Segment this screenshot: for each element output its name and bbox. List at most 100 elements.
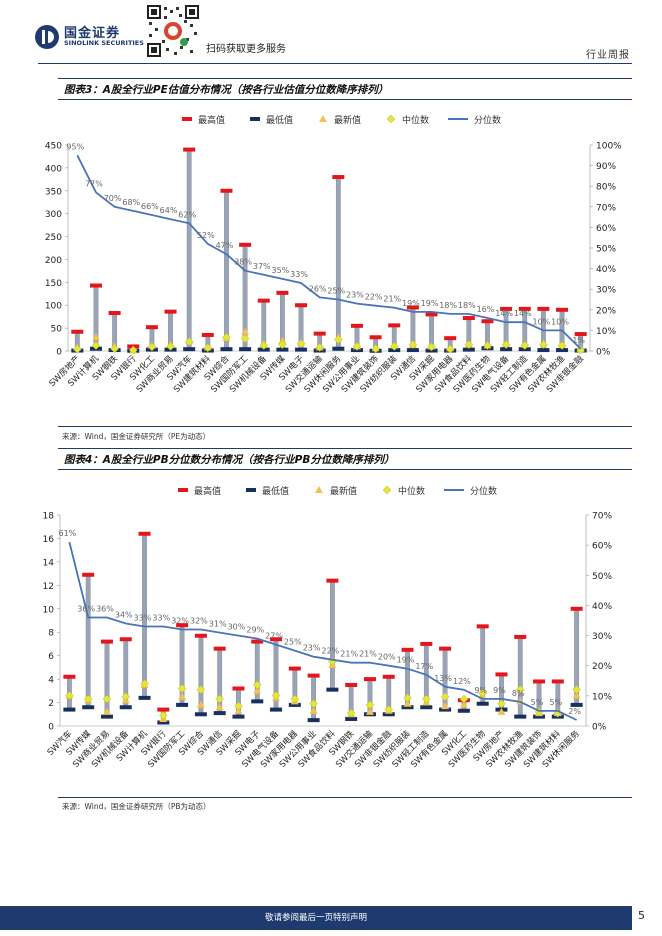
y2-tick-label: 60% [596, 224, 616, 234]
min-marker [276, 347, 289, 352]
min-marker [326, 687, 339, 692]
legend-latest-swatch [319, 115, 327, 122]
min-marker [457, 708, 470, 713]
max-marker [63, 674, 76, 679]
min-marker [239, 347, 252, 352]
min-marker [570, 702, 583, 707]
range-bar [104, 641, 110, 717]
min-marker [556, 348, 569, 353]
max-marker [251, 639, 264, 644]
max-marker [350, 323, 363, 328]
y-tick-label: 50 [51, 325, 63, 335]
legend-min-swatch [246, 488, 256, 492]
range-bar [186, 149, 192, 350]
max-marker [164, 309, 177, 314]
y2-tick-label: 70% [592, 512, 612, 522]
median-marker [346, 708, 356, 718]
min-marker [82, 705, 95, 710]
median-marker [501, 340, 511, 349]
median-marker [371, 344, 380, 354]
median-marker [365, 700, 375, 710]
figure4-source: 来源：Wind，国金证券研究所（PB为动态） [62, 802, 211, 811]
median-marker [278, 340, 287, 349]
y-tick-label: 10 [43, 605, 55, 615]
percentile-label: 95% [66, 142, 84, 151]
percentile-label: 30% [228, 623, 246, 632]
max-marker [439, 646, 452, 651]
percentile-label: 5% [531, 698, 544, 707]
y-tick-label: 400 [45, 164, 62, 174]
y2-tick-label: 50% [596, 245, 616, 255]
max-marker [481, 319, 494, 324]
percentile-label: 16% [477, 305, 495, 314]
max-marker [270, 637, 283, 642]
legend-median-swatch [382, 485, 392, 495]
percentile-label: 37% [253, 262, 271, 271]
median-marker [384, 705, 394, 714]
median-marker [309, 699, 318, 709]
median-marker [110, 344, 119, 354]
max-marker [570, 606, 583, 611]
percentile-label: 21% [359, 650, 377, 659]
y-tick-label: 14 [43, 558, 55, 568]
y-tick-label: 4 [48, 676, 54, 686]
percentile-label: 5% [549, 698, 562, 707]
percentile-label: 47% [216, 241, 234, 250]
min-marker [439, 707, 452, 712]
y-tick-label: 350 [45, 187, 62, 197]
max-marker [89, 283, 102, 288]
median-marker [389, 342, 399, 351]
percentile-label: 29% [246, 626, 264, 635]
max-marker [363, 677, 376, 682]
percentile-label: 77% [85, 179, 103, 188]
percentile-label: 9% [493, 686, 506, 695]
y2-tick-label: 40% [592, 602, 612, 612]
qr-code-icon[interactable] [146, 4, 200, 58]
max-marker [574, 332, 587, 337]
percentile-label: 14% [514, 309, 532, 318]
max-marker [326, 578, 339, 583]
percentile-label: 1% [572, 336, 585, 345]
legend-max-label: 最高值 [194, 485, 221, 497]
percentile-label: 2% [568, 707, 581, 716]
median-marker [445, 344, 455, 354]
chart-legend: 最高值 最低值 最新值 中位数 分位数 [178, 485, 497, 497]
percentile-label: 10% [533, 317, 551, 326]
max-marker [537, 306, 550, 311]
y-tick-label: 16 [43, 535, 55, 545]
median-marker [271, 691, 281, 700]
median-marker [252, 680, 262, 690]
median-marker [147, 342, 157, 352]
percentile-label: 21% [340, 650, 358, 659]
y2-tick-label: 60% [592, 542, 612, 552]
legend-latest-label: 最新值 [330, 485, 357, 497]
median-marker [184, 337, 194, 347]
latest-marker [459, 700, 468, 708]
min-marker [183, 347, 196, 352]
range-bar [329, 580, 335, 690]
max-marker [388, 323, 401, 328]
latest-marker [441, 702, 450, 710]
y2-tick-label: 0% [592, 723, 607, 733]
qr-caption: 扫码获取更多服务 [206, 44, 286, 55]
median-marker [203, 343, 213, 353]
min-marker [533, 714, 546, 719]
percentile-label: 35% [272, 266, 290, 275]
max-marker [406, 305, 419, 310]
y2-tick-label: 30% [596, 286, 616, 296]
percentile-label: 33% [290, 270, 308, 279]
max-marker [194, 633, 207, 638]
max-marker [556, 307, 569, 312]
figure3-title: 图表3：A股全行业PE估值分布情况（按各行业估值分位数降序排列） [64, 84, 389, 96]
min-marker [100, 714, 113, 719]
y2-tick-label: 80% [596, 183, 616, 193]
median-marker [427, 342, 436, 352]
y-tick-label: 8 [48, 629, 54, 639]
max-marker [425, 312, 438, 317]
footer-disclaimer: 敬请参阅最后一页特别声明 [264, 913, 367, 923]
figure3-title-bar: 图表3：A股全行业PE估值分布情况（按各行业估值分位数降序排列） [58, 78, 632, 100]
y-tick-label: 450 [45, 142, 62, 152]
percentile-label: 64% [160, 206, 178, 215]
y2-tick-label: 70% [596, 203, 616, 213]
latest-marker [241, 327, 250, 335]
